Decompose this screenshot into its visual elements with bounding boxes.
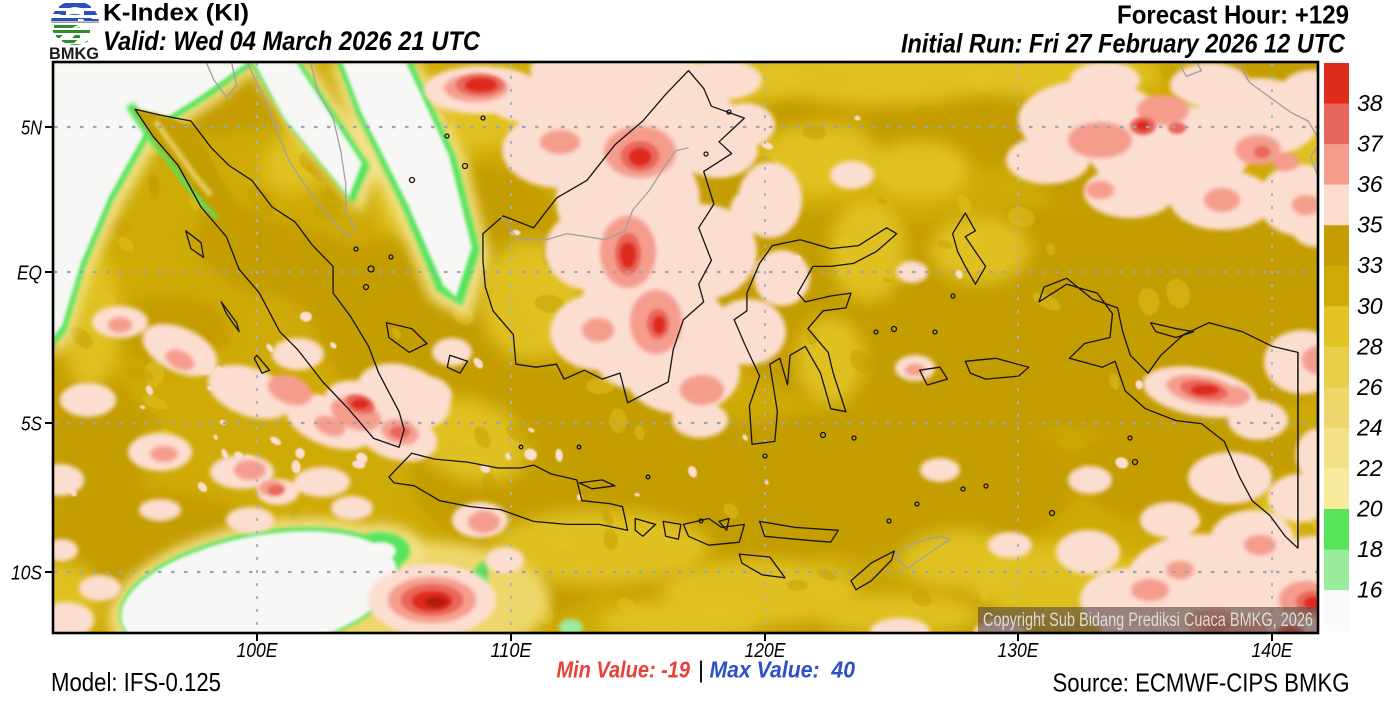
svg-text:5N: 5N bbox=[21, 118, 42, 140]
svg-text:35: 35 bbox=[1357, 212, 1383, 238]
svg-text:|: | bbox=[698, 657, 704, 683]
svg-text:37: 37 bbox=[1357, 131, 1384, 157]
svg-text:BMKG: BMKG bbox=[49, 44, 99, 63]
svg-text:26: 26 bbox=[1356, 374, 1383, 400]
svg-text:Max Value: 40: Max Value: 40 bbox=[710, 657, 856, 683]
svg-text:Source: ECMWF-CIPS BMKG: Source: ECMWF-CIPS BMKG bbox=[1053, 668, 1350, 698]
svg-text:130E: 130E bbox=[998, 640, 1040, 662]
svg-text:30: 30 bbox=[1357, 293, 1383, 319]
svg-text:36: 36 bbox=[1357, 171, 1383, 197]
svg-text:5S: 5S bbox=[21, 414, 43, 436]
svg-text:18: 18 bbox=[1357, 536, 1383, 562]
svg-text:22: 22 bbox=[1356, 455, 1383, 481]
svg-text:Initial Run: Fri 27 February 2: Initial Run: Fri 27 February 2026 12 UTC bbox=[901, 29, 1345, 59]
svg-text:20: 20 bbox=[1356, 496, 1383, 522]
svg-text:Model: IFS-0.125: Model: IFS-0.125 bbox=[51, 667, 221, 697]
svg-text:120E: 120E bbox=[745, 640, 787, 662]
svg-text:100E: 100E bbox=[237, 640, 279, 662]
svg-text:110E: 110E bbox=[491, 640, 533, 662]
svg-text:K-Index (KI): K-Index (KI) bbox=[103, 0, 249, 27]
svg-text:EQ: EQ bbox=[17, 263, 42, 285]
svg-text:Copyright Sub Bidang Prediksi: Copyright Sub Bidang Prediksi Cuaca BMKG… bbox=[983, 610, 1313, 631]
svg-text:Valid: Wed 04 March 2026 21 UT: Valid: Wed 04 March 2026 21 UTC bbox=[103, 26, 480, 56]
svg-text:38: 38 bbox=[1357, 90, 1383, 116]
svg-text:Min Value: -19: Min Value: -19 bbox=[557, 657, 691, 683]
svg-text:28: 28 bbox=[1356, 333, 1383, 359]
svg-text:10S: 10S bbox=[11, 563, 43, 585]
svg-text:Forecast Hour: +129: Forecast Hour: +129 bbox=[1117, 0, 1349, 30]
svg-text:16: 16 bbox=[1357, 577, 1383, 603]
svg-text:33: 33 bbox=[1357, 252, 1383, 278]
svg-text:140E: 140E bbox=[1252, 640, 1294, 662]
svg-text:24: 24 bbox=[1356, 414, 1383, 440]
